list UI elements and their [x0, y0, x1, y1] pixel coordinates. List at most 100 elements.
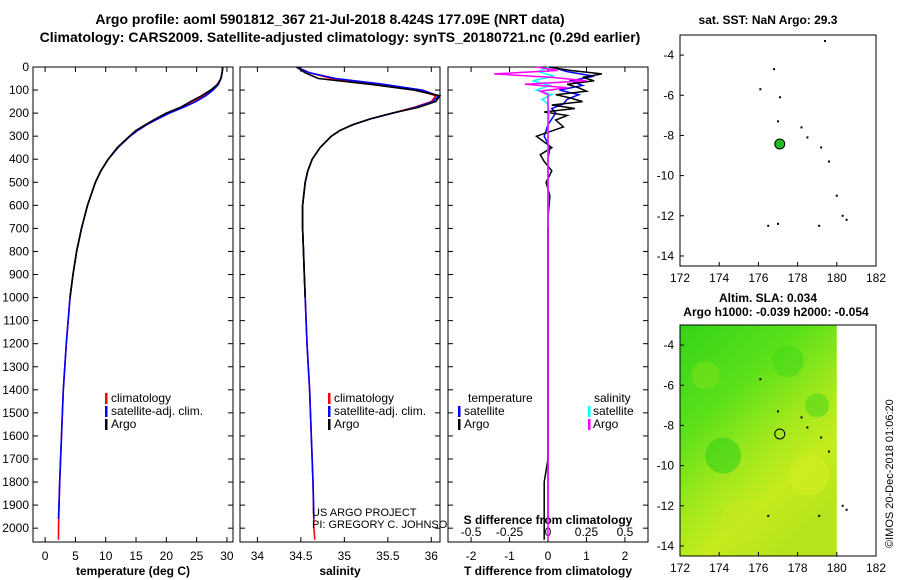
legend-title-salinity: salinity: [594, 391, 631, 405]
map-x-tick-label: 174: [709, 561, 729, 575]
legend-swatch: [328, 393, 331, 404]
map-y-tick-label: -6: [663, 378, 674, 392]
sla-blob: [691, 361, 720, 390]
depth-tick-label: 1100: [3, 314, 29, 328]
legend-label: Argo: [111, 417, 137, 431]
float-point: [806, 136, 809, 139]
map-y-tick-label: -12: [657, 209, 675, 223]
x-tick-label: 20: [160, 549, 174, 563]
x-tick-label: -2: [466, 549, 477, 563]
x-tick-label: 0: [42, 549, 49, 563]
profile-location-marker: [774, 428, 786, 440]
project-annotation: US ARGO PROJECT: [312, 507, 417, 519]
imos-watermark: ©IMOS 20-Dec-2018 01:06:20: [884, 399, 896, 548]
float-point: [777, 120, 779, 123]
float-point: [777, 222, 779, 225]
legend-swatch: [588, 406, 591, 417]
legend-label: Argo: [464, 417, 490, 431]
map-background: [680, 35, 876, 266]
legend-swatch: [328, 406, 331, 417]
depth-tick-label: 600: [9, 198, 29, 212]
x-tick-label: 34: [251, 549, 265, 563]
plot-frame: [239, 66, 441, 543]
float-point: [824, 40, 827, 43]
figure-title-line1: Argo profile: aoml 5901812_367 21-Jul-20…: [95, 11, 564, 27]
sla-blob: [705, 437, 742, 474]
legend-swatch: [105, 393, 108, 404]
temperature-panel: 0100200300400500600700800900100011001200…: [2, 60, 234, 578]
float-point: [759, 88, 762, 91]
figure-title-line2: Climatology: CARS2009. Satellite-adjuste…: [40, 29, 641, 45]
sla-blob: [805, 393, 830, 418]
x2-tick-label: -0.5: [461, 525, 482, 539]
sla-map-subtitle: Argo h1000: -0.039 h2000: -0.054: [683, 305, 869, 319]
float-point: [800, 126, 803, 129]
map-x-tick-label: 176: [748, 271, 768, 285]
depth-tick-label: 1300: [2, 360, 29, 374]
depth-tick-label: 100: [9, 83, 29, 97]
float-point: [773, 68, 776, 71]
float-point: [820, 146, 823, 149]
depth-tick-label: 1000: [2, 291, 29, 305]
depth-tick-label: 1500: [2, 406, 29, 420]
legend-label: Argo: [334, 417, 360, 431]
series-line-s-argo: [494, 66, 587, 540]
float-point: [845, 218, 848, 221]
x-tick-label: 34.5: [289, 549, 313, 563]
x-tick-label: 35: [338, 549, 352, 563]
map-y-tick-label: -10: [657, 169, 675, 183]
legend-swatch: [458, 406, 461, 417]
pi-annotation: PI: GREGORY C. JOHNSON: [312, 519, 455, 531]
map-x-tick-label: 176: [748, 561, 768, 575]
depth-tick-label: 2000: [2, 521, 29, 535]
x-tick-label: 2: [622, 549, 629, 563]
float-point: [778, 96, 781, 99]
x-tick-label: 35.5: [376, 549, 400, 563]
depth-tick-label: 1200: [2, 337, 29, 351]
map-y-tick-label: -4: [663, 48, 674, 62]
depth-tick-label: 700: [9, 221, 29, 235]
x-tick-label: 1: [583, 549, 590, 563]
legend-swatch: [588, 419, 591, 430]
depth-tick-label: 800: [9, 244, 29, 258]
map-x-tick-label: 180: [827, 271, 847, 285]
legend-swatch: [328, 419, 331, 430]
map-x-tick-label: 180: [827, 561, 847, 575]
map-x-tick-label: 172: [670, 271, 690, 285]
x-tick-label: 30: [220, 549, 234, 563]
legend-label: satellite: [464, 404, 505, 418]
x-tick-label: 25: [190, 549, 204, 563]
float-point: [767, 514, 770, 517]
map-x-tick-label: 178: [788, 271, 808, 285]
map-x-tick-label: 172: [670, 561, 690, 575]
float-point: [841, 214, 844, 217]
float-point: [827, 160, 830, 163]
legend-title-temperature: temperature: [468, 391, 533, 405]
map-frame: [679, 324, 877, 557]
map-x-tick-label: 178: [788, 561, 808, 575]
x-axis-label: T difference from climatology: [464, 564, 632, 578]
depth-tick-label: 900: [9, 268, 29, 282]
x-tick-label: -1: [504, 549, 515, 563]
float-point: [759, 378, 762, 381]
legend-swatch: [105, 406, 108, 417]
float-point: [827, 450, 830, 453]
map-y-tick-label: -4: [663, 338, 674, 352]
x-tick-label: 36: [425, 549, 439, 563]
sla-blob: [771, 345, 804, 378]
map-y-tick-label: -14: [657, 249, 675, 263]
sla-blob: [720, 499, 765, 544]
depth-tick-label: 1800: [2, 475, 29, 489]
depth-tick-label: 300: [9, 129, 29, 143]
legend-swatch: [105, 419, 108, 430]
map-x-tick-label: 182: [866, 271, 886, 285]
map-y-tick-label: -6: [663, 88, 674, 102]
x-tick-label: 10: [99, 549, 113, 563]
float-point: [841, 504, 844, 507]
map-x-tick-label: 182: [866, 561, 886, 575]
legend-label: climatology: [111, 391, 171, 405]
x2-tick-label: 0.25: [575, 525, 599, 539]
x-axis-label: salinity: [319, 564, 361, 578]
